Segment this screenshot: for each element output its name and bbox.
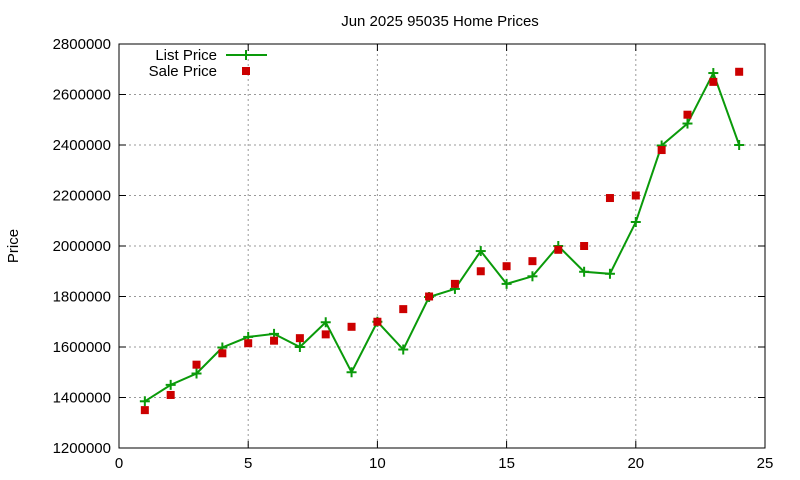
sale-price-point xyxy=(373,317,382,326)
sale-price-point xyxy=(631,191,640,200)
sale-price-point xyxy=(735,67,744,76)
y-tick-label: 1200000 xyxy=(53,440,111,457)
list-price-point xyxy=(398,344,409,355)
legend-label: Sale Price xyxy=(149,63,217,80)
list-price-line xyxy=(144,70,741,403)
y-tick-label: 2200000 xyxy=(53,188,111,205)
sale-price-point xyxy=(709,77,718,86)
sale-price-point xyxy=(528,257,537,266)
y-tick-label: 2600000 xyxy=(53,87,111,104)
sale-price-point xyxy=(399,305,408,314)
y-tick-label: 1400000 xyxy=(53,390,111,407)
y-tick-label: 2800000 xyxy=(53,36,111,53)
y-axis-label: Price xyxy=(5,229,22,263)
list-price-point xyxy=(734,140,745,150)
list-price-point xyxy=(604,268,615,279)
sale-price-point xyxy=(476,267,485,276)
sale-price-point xyxy=(218,349,227,358)
sale-price-point xyxy=(166,390,175,399)
list-price-point xyxy=(346,367,357,378)
grid xyxy=(119,44,765,448)
x-tick-label: 25 xyxy=(757,455,774,472)
series-layer xyxy=(139,67,745,415)
sale-price-point xyxy=(270,336,279,345)
y-tick-label: 2000000 xyxy=(53,238,111,255)
x-tick-label: 0 xyxy=(115,455,123,472)
list-price-point xyxy=(165,379,176,390)
sale-price-point xyxy=(502,262,511,271)
sale-price-point xyxy=(605,194,614,203)
list-price-point xyxy=(527,271,538,282)
list-price-point xyxy=(501,278,512,289)
sale-price-point xyxy=(140,406,149,415)
sale-price-point xyxy=(554,245,563,254)
list-price-point xyxy=(139,396,150,407)
y-tick-label: 1800000 xyxy=(53,289,111,306)
list-price-point xyxy=(708,68,719,79)
y-tick-label: 2400000 xyxy=(53,137,111,154)
axes: 0 5 10 15 20 25 1200000 1400000 1600000 1800000 20… xyxy=(53,36,774,472)
list-price-point xyxy=(475,246,486,257)
legend-square-marker xyxy=(242,67,250,75)
x-tick-label: 20 xyxy=(627,455,644,472)
legend-label: List Price xyxy=(155,47,217,64)
sale-price-point xyxy=(347,322,356,331)
sale-price-point xyxy=(657,146,666,155)
x-tick-label: 5 xyxy=(244,455,252,472)
chart-title: Jun 2025 95035 Home Prices xyxy=(341,13,539,30)
list-price-point xyxy=(630,217,641,228)
list-price-point xyxy=(682,118,693,129)
list-price-point xyxy=(191,368,202,379)
sale-price-point xyxy=(683,110,692,119)
list-price-point xyxy=(320,317,331,328)
y-tick-label: 1600000 xyxy=(53,339,111,356)
sale-price-point xyxy=(192,360,201,369)
list-price-point xyxy=(294,342,305,352)
sale-price-point xyxy=(321,330,330,339)
list-price-point xyxy=(579,266,590,277)
sale-price-point xyxy=(425,292,434,301)
sale-price-point xyxy=(580,242,589,250)
sale-price-point xyxy=(244,339,253,348)
sale-price-point xyxy=(295,334,304,343)
x-tick-label: 10 xyxy=(369,455,386,472)
legend-plus-marker xyxy=(241,50,251,60)
sale-price-point xyxy=(450,279,459,288)
x-tick-label: 15 xyxy=(498,455,515,472)
